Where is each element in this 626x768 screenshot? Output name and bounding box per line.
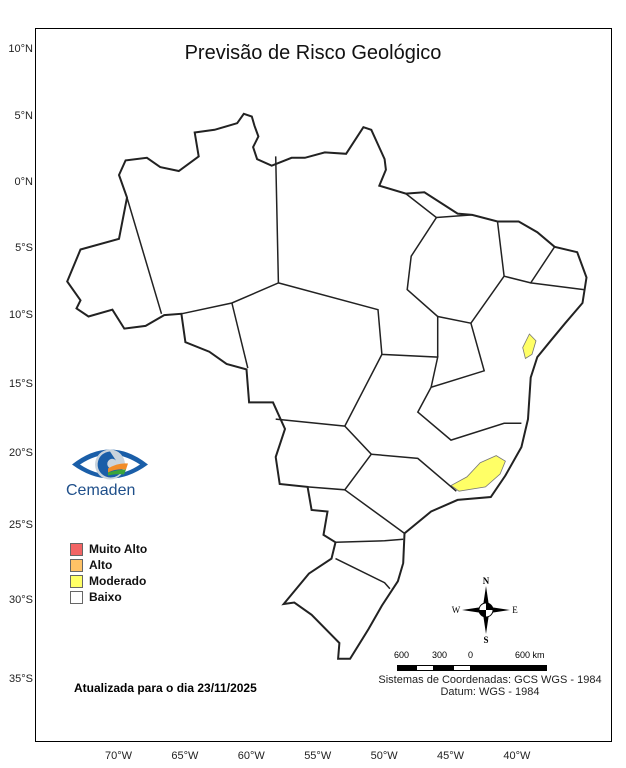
datum-text: Datum: WGS - 1984 (440, 686, 540, 698)
lat-tick-label: 5°N (14, 109, 33, 122)
lon-tick-label: 55°W (304, 750, 332, 762)
state-border (335, 557, 391, 590)
legend: Muito Alto Alto Moderado Baixo (70, 541, 147, 605)
legend-item-muito-alto: Muito Alto (70, 541, 147, 557)
legend-item-alto: Alto (70, 557, 147, 573)
cemaden-logo (72, 449, 148, 480)
coordinate-system: Sistemas de Coordenadas: GCS WGS - 1984 … (360, 674, 620, 698)
risk-area-moderado (522, 333, 537, 360)
state-border (416, 322, 522, 441)
lat-tick-label: 20°S (9, 447, 33, 460)
compass-rose-icon: N S W E (452, 576, 519, 644)
state-border (335, 538, 404, 544)
lat-tick-label: 25°S (9, 519, 33, 532)
risk-area-moderado (450, 455, 506, 492)
page-title: Previsão de Risco Geológico (184, 42, 442, 64)
legend-swatch (70, 542, 83, 556)
scale-bar (397, 665, 547, 671)
lon-tick-label: 50°W (370, 750, 398, 762)
legend-swatch (70, 574, 83, 588)
compass-s: S (483, 635, 488, 644)
state-border (344, 489, 405, 535)
lon-tick-label: 60°W (237, 750, 265, 762)
lon-tick-label: 70°W (105, 750, 133, 762)
state-border (344, 354, 383, 427)
coord-system-text: Sistemas de Coordenadas: GCS WGS - 1984 (378, 674, 602, 686)
updated-date: Atualizada para o dia 23/11/2025 (74, 681, 257, 695)
scale-labels: 600 300 0 600 km (394, 650, 545, 660)
lat-tick-label: 15°S (9, 377, 33, 390)
state-border (126, 197, 163, 315)
legend-swatch (70, 558, 83, 572)
legend-item-baixo: Baixo (70, 589, 147, 605)
lat-tick-label: 35°S (9, 672, 33, 685)
state-border (371, 453, 457, 492)
lat-tick-label: 0°N (14, 176, 33, 188)
legend-swatch (70, 590, 83, 604)
state-border (405, 193, 439, 358)
state-border (530, 282, 584, 291)
state-border (436, 214, 473, 219)
lat-tick-label: 5°S (15, 242, 33, 255)
brazil-outline (66, 112, 588, 660)
lon-tick-label: 40°W (503, 750, 531, 762)
compass-w: W (452, 605, 461, 615)
state-border (437, 221, 505, 325)
state-border (181, 156, 280, 315)
lon-tick-label: 45°W (437, 750, 465, 762)
state-border (231, 302, 249, 369)
map-frame (35, 28, 612, 742)
legend-item-moderado: Moderado (70, 573, 147, 589)
lat-tick-label: 10°S (9, 309, 33, 322)
logo-text: Cemaden (66, 482, 136, 499)
compass-n: N (483, 576, 490, 586)
lat-tick-label: 30°S (9, 593, 33, 606)
compass-e: E (512, 605, 518, 615)
lat-tick-label: 10°N (8, 42, 33, 55)
lon-tick-label: 65°W (171, 750, 199, 762)
